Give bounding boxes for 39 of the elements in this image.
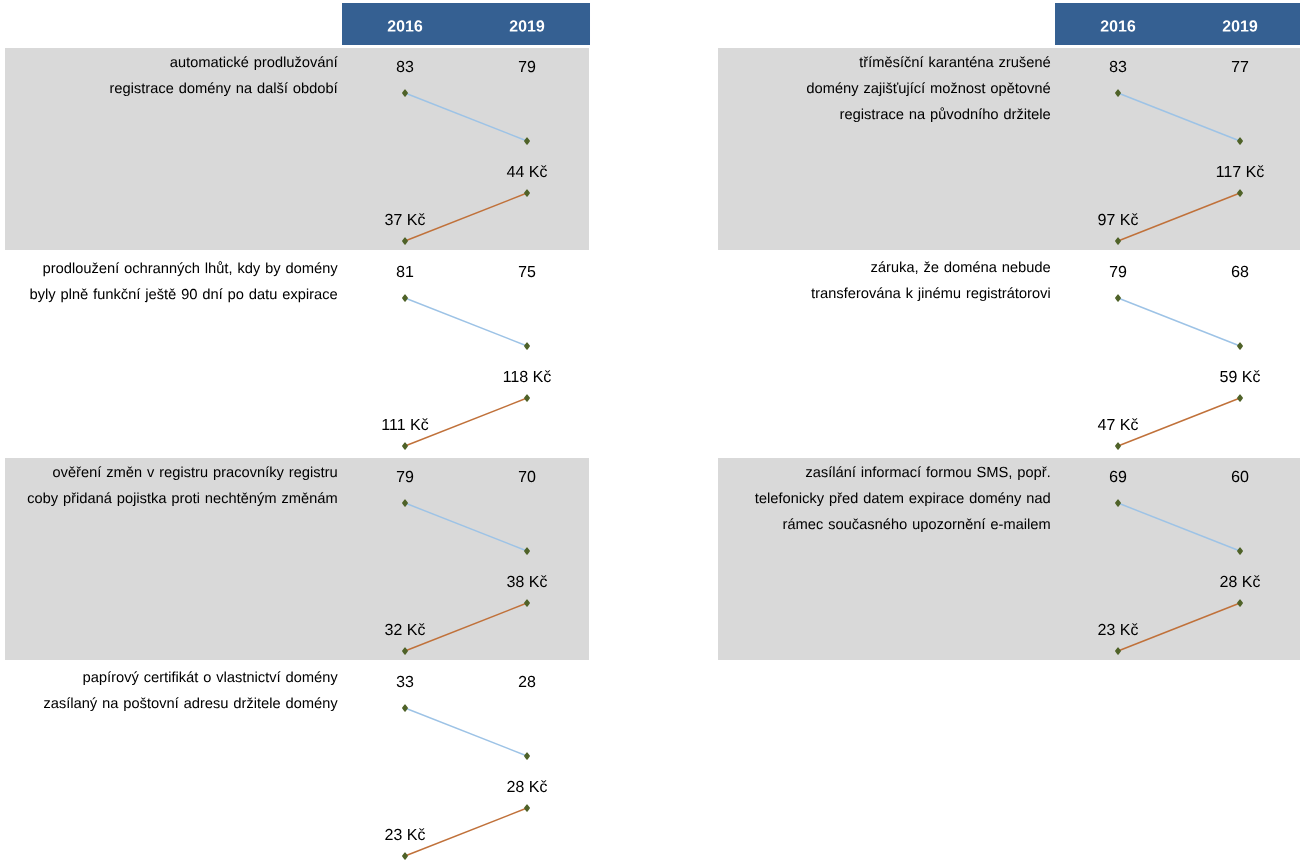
data-label: 111 Kč [382, 418, 429, 431]
data-label: 117 Kč [1216, 165, 1264, 178]
data-label: 59 Kč [1220, 370, 1261, 383]
data-label: 60 [1231, 470, 1249, 483]
data-label: 83 [1109, 60, 1127, 73]
data-label: 97 Kč [1098, 213, 1139, 226]
data-label: 69 [1109, 470, 1127, 483]
text: automatické prodlužování registrace domény na další období [110, 56, 338, 97]
data-label: 23 Kč [1098, 623, 1139, 636]
text: tříměsíční karanténa zrušené domény zajišťující možnost opětovné registrace na původního držitele [806, 56, 1051, 123]
data-label: 75 [518, 266, 536, 278]
data-label: 32 Kč [385, 623, 426, 636]
data-label: 28 Kč [1220, 575, 1261, 588]
data-label: 77 [1231, 61, 1249, 73]
text: zasílání informací formou SMS, popř. telefonicky před datem expirace domény nad rámec současného upozornění e-mailem [755, 466, 1050, 533]
data-label: 79 [1109, 265, 1127, 278]
data-label: 28 Kč [507, 780, 548, 793]
x-tick-label: 2016 [1100, 20, 1136, 32]
text: záruka, že doména nebude transferována k jinému registrátorovi [811, 261, 1051, 302]
data-label: 23 Kč [385, 828, 426, 841]
data-label: 81 [396, 265, 414, 278]
data-label: 83 [396, 60, 414, 73]
text: prodloužení ochranných lhůt, kdy by domény byly plně funkční ještě 90 dní po datu expirace [30, 261, 338, 303]
data-label: 68 [1231, 265, 1249, 278]
x-tick-label: 2016 [387, 20, 423, 32]
data-label: 33 [396, 675, 414, 688]
x-tick-label: 2019 [1222, 20, 1258, 32]
data-label: 28 [518, 675, 536, 688]
text: ověření změn v registru pracovníky registru coby přidaná pojistka proti nechtěným změnám [27, 466, 337, 507]
x-tick-label: 2019 [509, 20, 545, 32]
text: papírový certifikát o vlastnictví domény zasílaný na poštovní adresu držitele domény [44, 671, 338, 712]
data-label: 38 Kč [507, 575, 548, 588]
data-label: 44 Kč [506, 165, 548, 178]
data-label: 37 Kč [385, 213, 426, 226]
data-label: 47 Kč [1097, 418, 1139, 431]
data-label: 70 [518, 470, 536, 483]
data-label: 118 Kč [503, 370, 551, 383]
data-label: 79 [518, 60, 536, 73]
data-label: 79 [396, 470, 414, 483]
